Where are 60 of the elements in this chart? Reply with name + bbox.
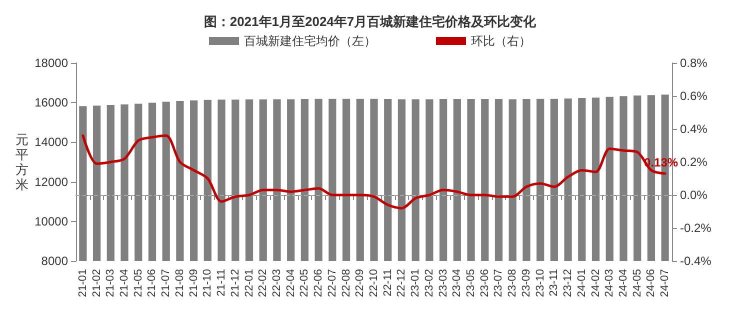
x-tick-label: 21-03 — [104, 269, 117, 298]
x-tick-label: 22-12 — [396, 269, 408, 298]
x-tick-label: 22-01 — [243, 269, 256, 298]
x-tick-label: 22-07 — [326, 269, 338, 298]
y-axis-title: 元平方米 — [16, 132, 29, 192]
y2-tick-label: 0.6% — [680, 89, 708, 103]
y2-tick-label: 0.4% — [680, 122, 708, 136]
legend-label: 百城新建住宅均价（左） — [244, 34, 376, 48]
chart-title: 图：2021年1月至2024年7月百城新建住宅价格及环比变化 — [204, 14, 538, 29]
x-tick-label: 21-04 — [118, 269, 131, 298]
x-tick-label: 23-07 — [492, 269, 505, 298]
x-tick-label: 22-11 — [382, 269, 394, 296]
x-tick-label: 21-05 — [132, 269, 144, 298]
x-tick-label: 23-05 — [465, 269, 478, 298]
y-tick-label: 10000 — [34, 214, 68, 228]
x-tick-label: 23-03 — [437, 269, 450, 298]
x-tick-label: 24-04 — [617, 269, 630, 298]
x-tick-label: 22-02 — [257, 269, 270, 298]
x-tick-label: 22-09 — [354, 269, 366, 298]
x-tick-label: 23-04 — [451, 269, 464, 298]
x-tick-label: 22-05 — [298, 269, 311, 298]
x-tick-label: 24-07 — [659, 269, 672, 298]
x-tick-label: 23-08 — [506, 269, 519, 298]
x-tick-label: 22-04 — [284, 269, 297, 298]
x-tick-label: 21-09 — [188, 269, 200, 298]
x-tick-label: 22-06 — [312, 269, 325, 298]
x-tick-label: 23-02 — [423, 269, 436, 298]
x-tick-label: 22-03 — [270, 269, 283, 298]
x-tick-label: 21-11 — [216, 269, 228, 296]
y-tick-label: 18000 — [34, 56, 68, 70]
x-tick-label: 24-06 — [645, 269, 658, 298]
x-tick-label: 24-01 — [576, 269, 588, 298]
x-tick-label: 21-12 — [229, 269, 242, 298]
y2-tick-label: 0.0% — [680, 188, 708, 202]
y-tick-label: 16000 — [34, 96, 68, 110]
x-tick-label: 21-08 — [174, 269, 186, 298]
x-tick-label: 23-06 — [478, 269, 491, 298]
x-tick-label: 23-12 — [562, 269, 574, 298]
x-tick-label: 23-09 — [520, 269, 532, 298]
x-tick-label: 23-01 — [410, 269, 422, 298]
x-tick-label: 21-10 — [202, 269, 214, 298]
y2-tick-label: -0.4% — [680, 254, 712, 268]
x-tick-label: 22-08 — [340, 269, 352, 298]
x-tick-label: 21-02 — [90, 269, 103, 298]
x-tick-label: 24-05 — [631, 269, 644, 298]
x-tick-label: 21-07 — [160, 269, 172, 298]
y-tick-label: 14000 — [34, 135, 68, 150]
y-tick-label: 12000 — [34, 174, 68, 189]
x-tick-label: 24-03 — [604, 269, 616, 298]
y-tick-label: 8000 — [41, 254, 68, 268]
x-tick-label: 23-11 — [548, 269, 560, 296]
x-tick-label: 21-01 — [76, 269, 89, 298]
y2-tick-label: 0.2% — [680, 155, 708, 169]
y2-tick-label: 0.8% — [680, 56, 708, 70]
x-tick-label: 21-06 — [146, 269, 158, 298]
x-tick-label: 24-02 — [590, 269, 602, 298]
y2-tick-label: -0.2% — [680, 221, 712, 235]
x-tick-label: 23-10 — [534, 269, 546, 298]
legend-label: 环比（右） — [471, 34, 531, 48]
x-tick-label: 22-10 — [368, 269, 380, 298]
